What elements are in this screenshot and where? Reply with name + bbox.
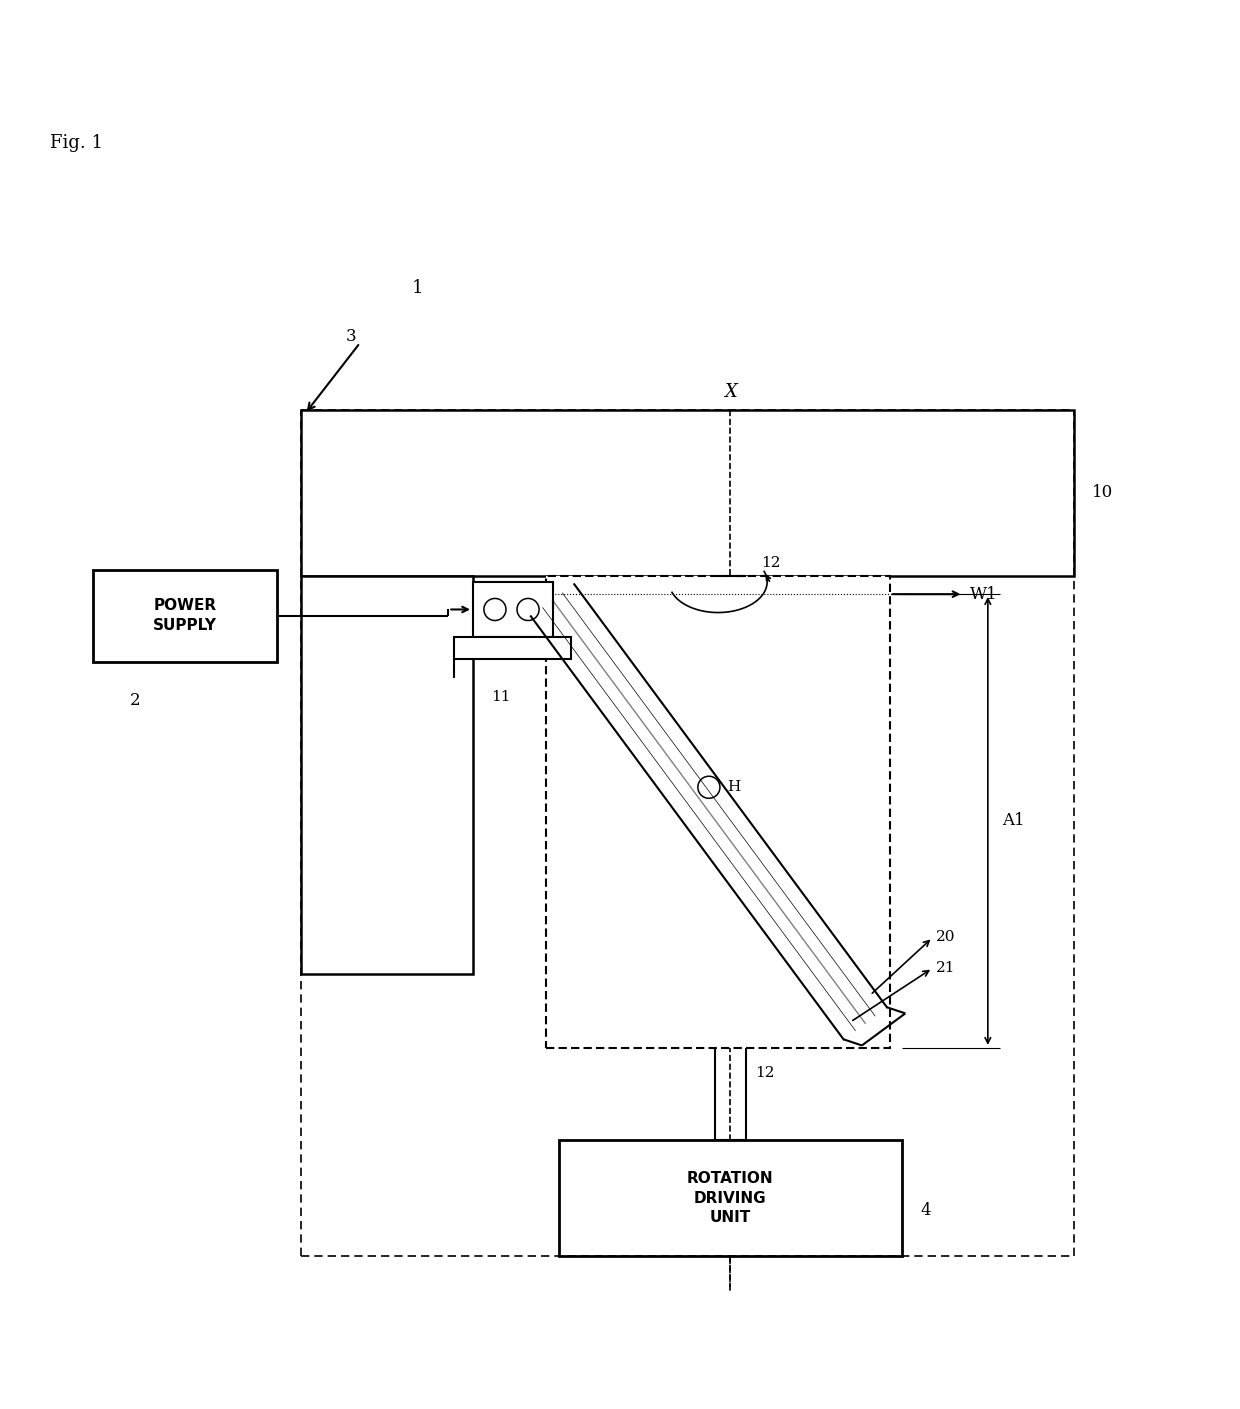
Text: 4: 4 xyxy=(920,1202,931,1219)
Bar xyxy=(472,582,553,637)
Text: 10: 10 xyxy=(1092,485,1114,502)
Bar xyxy=(301,410,1074,576)
Text: 20: 20 xyxy=(936,930,956,944)
Text: 11: 11 xyxy=(491,690,510,703)
Text: ROTATION
DRIVING
UNIT: ROTATION DRIVING UNIT xyxy=(687,1171,774,1226)
Text: 2: 2 xyxy=(129,692,140,709)
Text: 21: 21 xyxy=(936,961,956,975)
Bar xyxy=(93,569,277,662)
Text: 12: 12 xyxy=(755,1067,774,1081)
Bar xyxy=(547,576,890,1048)
Text: Fig. 1: Fig. 1 xyxy=(50,134,103,152)
Text: X: X xyxy=(724,383,737,400)
Text: 1: 1 xyxy=(412,279,423,297)
Text: 3: 3 xyxy=(346,328,356,345)
Text: H: H xyxy=(728,781,740,795)
Bar xyxy=(559,1140,901,1257)
Bar xyxy=(301,576,472,974)
Bar xyxy=(455,637,570,659)
Text: W1: W1 xyxy=(970,586,997,603)
Text: POWER
SUPPLY: POWER SUPPLY xyxy=(153,599,217,633)
Text: 12: 12 xyxy=(761,555,780,569)
Text: A1: A1 xyxy=(1003,813,1025,830)
